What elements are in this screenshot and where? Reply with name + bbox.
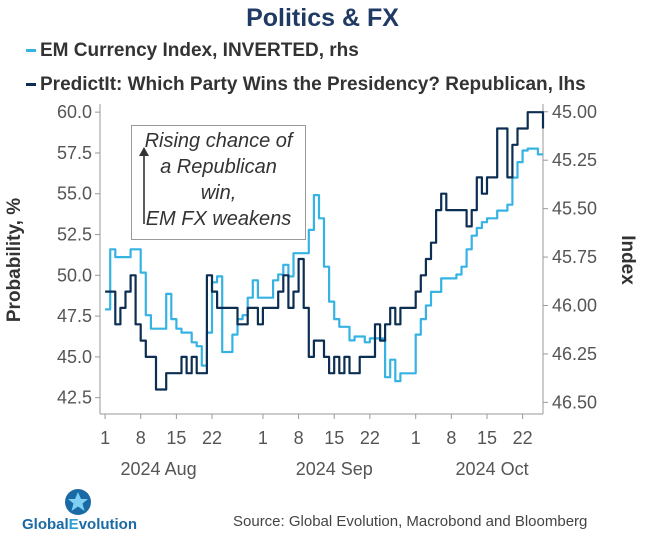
x-tick-label: 15 [324, 428, 344, 448]
x-tick-label: 15 [477, 428, 497, 448]
legend-swatch [26, 49, 36, 53]
legend-label: EM Currency Index, INVERTED, rhs [40, 40, 359, 61]
annotation-line: win, [200, 182, 237, 204]
y-tick-label-left: 60.0 [57, 102, 92, 122]
x-tick-label: 8 [446, 428, 456, 448]
annotation-line: a Republican [160, 156, 277, 178]
y-tick-label-left: 52.5 [57, 225, 92, 245]
globe-logo-icon [65, 489, 91, 515]
up-arrow-icon [139, 147, 149, 224]
x-tick-label: 15 [166, 428, 186, 448]
x-tick-label: 22 [360, 428, 380, 448]
logo-prefix: Global [22, 516, 69, 533]
y-tick-label-right: 45.25 [552, 150, 597, 170]
x-tick-label: 22 [513, 428, 533, 448]
chart-title: Politics & FX [246, 4, 399, 32]
x-month-label: 2024 Oct [456, 459, 529, 479]
x-month-label: 2024 Aug [121, 459, 197, 479]
company-logo: GlobalEvolution [22, 516, 137, 533]
predictit-series-line [105, 111, 545, 391]
x-month-label: 2024 Sep [296, 459, 373, 479]
x-tick-label: 22 [202, 428, 222, 448]
annotation-line: EM FX weakens [145, 208, 292, 230]
em-currency-series-line [105, 147, 543, 383]
x-tick-label: 8 [136, 428, 146, 448]
legend-label: PredictIt: Which Party Wins the Presiden… [40, 74, 586, 95]
y-tick-label-left: 45.0 [57, 347, 92, 367]
logo-suffix: volution [78, 516, 138, 533]
y-tick-label-right: 45.00 [552, 102, 597, 122]
y-tick-label-right: 46.25 [552, 344, 597, 364]
annotation-text: Rising chance of a Republican win, EM FX… [132, 128, 305, 232]
y-tick-label-right: 46.50 [552, 392, 597, 412]
x-tick-label: 1 [258, 428, 268, 448]
legend-item-predictit: PredictIt: Which Party Wins the Presiden… [26, 74, 586, 96]
legend-swatch [26, 83, 36, 87]
logo-e: E [68, 516, 79, 533]
y-tick-label-right: 45.75 [552, 247, 597, 267]
y-tick-label-right: 45.50 [552, 199, 597, 219]
annotation-box: Rising chance of a Republican win, EM FX… [131, 125, 306, 240]
source-note: Source: Global Evolution, Macrobond and … [233, 513, 588, 530]
y-tick-label-left: 50.0 [57, 265, 92, 285]
y-tick-label-left: 42.5 [57, 388, 92, 408]
x-tick-label: 1 [411, 428, 421, 448]
y-tick-label-left: 47.5 [57, 306, 92, 326]
legend-item-em-currency: EM Currency Index, INVERTED, rhs [26, 40, 359, 62]
y-tick-label-left: 55.0 [57, 184, 92, 204]
x-tick-label: 1 [100, 428, 110, 448]
x-tick-label: 8 [294, 428, 304, 448]
y-tick-label-left: 57.5 [57, 143, 92, 163]
y-tick-label-right: 46.00 [552, 296, 597, 316]
annotation-line: Rising chance of [144, 130, 293, 152]
